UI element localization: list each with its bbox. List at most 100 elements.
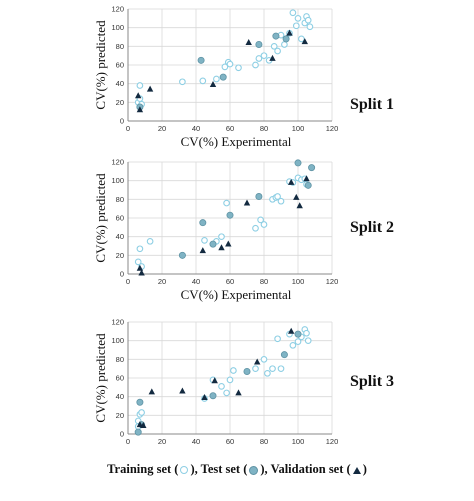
chart3-xtick-label: 20 [158, 437, 166, 446]
chart3-training-point [294, 338, 302, 345]
chart3-test-point [280, 351, 288, 359]
chart3-validation-point [148, 388, 155, 395]
chart1-training-point [235, 64, 242, 72]
chart1-training-point [298, 35, 305, 43]
chart1-ytick-label: 80 [116, 42, 124, 51]
chart1-xtick-label: 40 [192, 124, 200, 133]
chart1-training-point [213, 75, 220, 83]
chart3-ytick-label: 0 [120, 430, 124, 439]
chart3-training-point [303, 329, 310, 337]
chart1-ytick-label: 40 [116, 79, 124, 88]
chart2-test-point [199, 219, 207, 227]
chart3-ytick-label: 100 [111, 336, 124, 345]
chart2-test-point [209, 240, 217, 248]
chart2-x-axis-label: CV(%) Experimental [181, 287, 292, 302]
chart2-validation-point [218, 244, 225, 251]
chart1-training-point [281, 41, 288, 48]
chart2-xtick-label: 120 [326, 277, 339, 286]
chart2-xtick-label: 60 [226, 277, 234, 286]
chart3-xtick-label: 0 [126, 437, 130, 446]
chart2-validation-point [136, 264, 144, 271]
chart1-training-point [260, 52, 268, 60]
chart2-validation-point [225, 240, 232, 247]
chart3-training-point [138, 409, 145, 416]
chart1-training-point [304, 16, 312, 24]
chart1-validation-point [135, 92, 142, 99]
chart1-validation-point [245, 39, 252, 45]
chart1-training-point [294, 14, 302, 22]
chart1-xtick-label: 100 [292, 124, 305, 133]
chart1-training-point [179, 78, 186, 86]
chart3-test-point [136, 398, 144, 406]
chart2-test-point [294, 159, 302, 167]
chart1-ytick-label: 120 [111, 5, 124, 14]
chart1-training-point [289, 9, 297, 17]
chart2-training-point [223, 199, 230, 207]
chart2-test-point [178, 251, 186, 259]
chart1-validation-point [301, 38, 308, 45]
chart3-training-point [218, 383, 225, 390]
split-2-label: Split 2 [350, 219, 395, 236]
chart2-training-point [134, 258, 142, 266]
chart2-training-point [218, 233, 225, 241]
legend-closing: ) [362, 462, 367, 476]
chart3-ytick-label: 20 [116, 411, 124, 420]
chart1-xtick-label: 20 [158, 124, 166, 133]
chart2-training-point [252, 224, 259, 232]
split-3-label: Split 3 [350, 373, 395, 390]
chart1-training-point [270, 42, 278, 50]
chart2-validation-point [296, 202, 303, 209]
chart2-training-point [274, 193, 281, 200]
chart2-ytick-label: 120 [111, 158, 124, 167]
chart3-test-point [209, 392, 217, 400]
chart2-validation-point [293, 193, 300, 200]
chart1-ytick-label: 60 [116, 61, 124, 70]
chart1-training-point [226, 60, 234, 68]
chart2-training-point [277, 197, 285, 205]
chart3-test-point [294, 330, 302, 338]
chart2-ytick-label: 20 [116, 251, 124, 260]
chart1-xtick-label: 80 [260, 124, 268, 133]
chart3-validation-point [140, 422, 147, 428]
chart3-xtick-label: 80 [260, 437, 268, 446]
chart3-ytick-label: 80 [116, 355, 124, 364]
chart3-training-point [289, 341, 297, 349]
chart1-training-point [306, 23, 314, 31]
chart3-validation-point [201, 394, 208, 400]
chart3-xtick-label: 40 [192, 437, 200, 446]
chart2-test-point [255, 193, 263, 201]
chart3-training-point [277, 365, 285, 373]
chart2-xtick-label: 80 [260, 277, 268, 286]
chart2-test-point [304, 181, 312, 189]
chart1-xtick-label: 60 [226, 124, 234, 133]
chart1-training-point [274, 47, 281, 55]
chart1-y-axis-label: CV(%) predicted [93, 20, 108, 110]
chart3-xtick-label: 60 [226, 437, 234, 446]
chart2-ytick-label: 80 [116, 195, 124, 204]
chart3-ytick-label: 60 [116, 374, 124, 383]
chart1-xtick-label: 120 [326, 124, 339, 133]
legend-validation-label: ), Validation set ( [260, 462, 351, 476]
test-marker-icon [249, 465, 259, 475]
chart3-training-point [264, 369, 271, 377]
chart2-xtick-label: 0 [126, 277, 130, 286]
chart1-test-point [272, 32, 280, 40]
chart2-training-point [260, 221, 268, 228]
chart1-ytick-label: 0 [120, 117, 124, 126]
chart2-validation-point [288, 178, 295, 185]
chart1-training-point [221, 63, 229, 71]
chart2-ytick-label: 60 [116, 214, 124, 223]
chart3-xtick-label: 120 [326, 437, 339, 446]
chart3-validation-point [254, 358, 261, 365]
chart2-training-point [257, 216, 264, 224]
chart3-training-point [269, 365, 276, 373]
chart2-validation-point [303, 175, 310, 182]
chart1-training-point [199, 77, 207, 85]
chart1-validation-point [136, 106, 144, 113]
chart3-training-point [274, 335, 281, 343]
chart1-training-point [252, 61, 259, 69]
chart2-test-point [226, 211, 234, 219]
chart1-validation-point [286, 29, 293, 36]
split-1-label: Split 1 [350, 96, 395, 113]
chart2-test-point [308, 164, 316, 172]
